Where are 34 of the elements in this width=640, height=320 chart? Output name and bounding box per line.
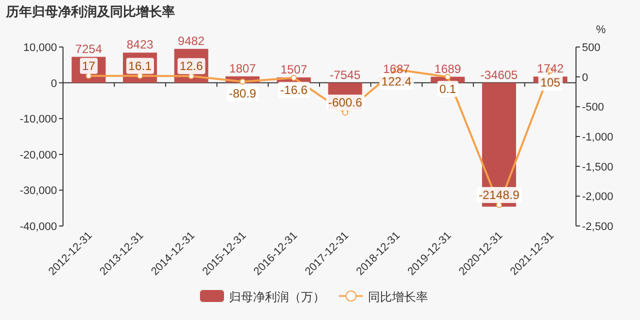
legend-label: 同比增长率 [368,290,428,304]
data-label: -80.9 [226,86,259,102]
y-tick-label: -40,000 [20,221,57,233]
y2-tick-label: -1,500 [582,161,614,174]
y2-tick-label: -2,000 [582,191,614,204]
data-label: 8423 [126,38,154,52]
data-label: 1507 [280,62,308,76]
data-label: 1742 [537,62,564,76]
data-label: -600.6 [326,94,364,111]
data-label: 1689 [434,62,462,76]
y-tick-label: -10,000 [20,114,57,126]
y-tick-label: -30,000 [20,185,57,198]
data-label: 12.6 [178,58,206,74]
y2-axis-title: % [596,24,606,36]
data-label: 9482 [178,34,205,48]
y2-tick-label: 500 [582,42,600,54]
y2-tick-label: -500 [582,102,604,114]
data-label: 105 [538,74,563,91]
data-label: 1807 [229,61,256,76]
data-label: 122.4 [379,74,414,90]
data-label: -7545 [330,68,360,82]
y2-tick-label: 0 [582,72,588,84]
data-label: -34605 [480,68,518,82]
data-label: 7254 [75,42,102,56]
y-tick-label: 0 [50,78,57,90]
chart-title: 历年归母净利润及同比增长率 [5,4,175,19]
data-label: -2148.9 [476,187,522,204]
y-tick-label: 10,000 [23,42,57,54]
data-label: -16.6 [278,82,310,98]
data-label: 16.1 [126,58,154,74]
legend-label: 归母净利润（万） [229,290,325,304]
y2-tick-label: -1,000 [582,132,614,144]
y-tick-label: -20,000 [20,149,57,162]
y2-tick-label: -2,500 [582,221,614,233]
